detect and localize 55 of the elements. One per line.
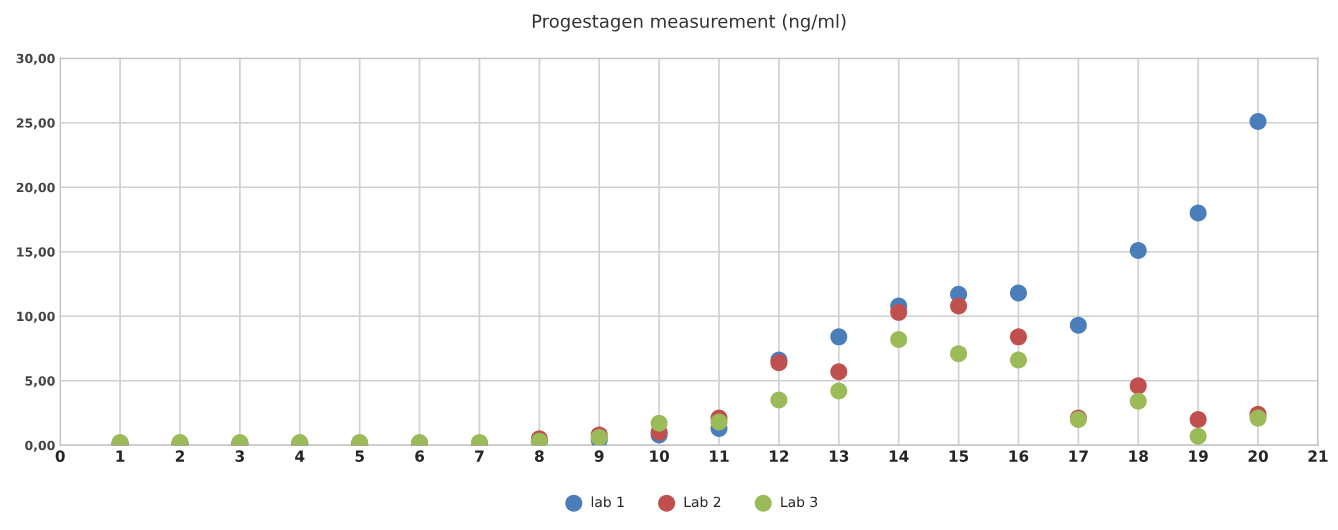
legend-label: Lab 2 — [684, 496, 721, 508]
x-tick-label: 6 — [415, 450, 425, 462]
point — [890, 303, 908, 321]
x-tick-label: 12 — [770, 450, 789, 462]
x-tick-label: 17 — [1069, 450, 1088, 462]
point — [1009, 351, 1027, 369]
legend-label: Lab 3 — [781, 496, 818, 508]
y-tick-label: 15,00 — [17, 247, 55, 259]
point — [1009, 328, 1027, 346]
point — [830, 363, 848, 381]
point — [830, 382, 848, 400]
point — [950, 297, 968, 315]
x-tick-label: 2 — [175, 450, 184, 462]
legend-label: lab 1 — [591, 496, 624, 508]
point — [950, 345, 968, 363]
point — [710, 413, 728, 431]
x-tick-label: 8 — [534, 450, 544, 462]
x-tick-label: 7 — [475, 450, 484, 462]
x-tick-label: 15 — [949, 450, 969, 462]
x-tick-label: 19 — [1189, 450, 1208, 462]
x-tick-label: 21 — [1308, 450, 1328, 462]
x-tick-label: 16 — [1009, 450, 1029, 462]
x-tick-label: 5 — [355, 450, 364, 462]
point — [1189, 204, 1207, 222]
x-tick-label: 13 — [829, 450, 849, 462]
x-tick-label: 20 — [1248, 450, 1268, 462]
point — [1009, 284, 1027, 302]
x-tick-label: 18 — [1129, 450, 1148, 462]
point — [1249, 409, 1267, 427]
point — [1189, 410, 1207, 428]
point — [1069, 316, 1087, 334]
point — [1129, 241, 1147, 259]
y-tick-label: 10,00 — [17, 311, 55, 323]
x-tick-label: 0 — [55, 450, 65, 462]
point — [830, 328, 848, 346]
x-tick-label: 10 — [650, 450, 670, 462]
y-tick-label: 25,00 — [16, 118, 55, 130]
x-tick-label: 4 — [295, 450, 305, 462]
x-tick-label: 14 — [889, 450, 909, 462]
y-tick-label: 30,00 — [16, 53, 55, 65]
point — [1189, 427, 1207, 445]
x-tick-label: 11 — [710, 450, 729, 462]
y-tick-label: 20,00 — [16, 182, 55, 194]
point — [1129, 377, 1147, 395]
point — [890, 330, 908, 348]
x-tick-label: 9 — [594, 450, 604, 462]
point — [770, 391, 788, 409]
y-tick-label: 5,00 — [25, 376, 55, 388]
x-tick-label: 3 — [235, 450, 244, 462]
chart-title: Progestagen measurement (ng/ml) — [532, 14, 846, 32]
point — [1129, 392, 1147, 410]
point — [650, 414, 668, 432]
y-tick-label: 0,00 — [25, 440, 55, 452]
point — [1249, 112, 1267, 130]
x-tick-label: 1 — [116, 450, 125, 462]
